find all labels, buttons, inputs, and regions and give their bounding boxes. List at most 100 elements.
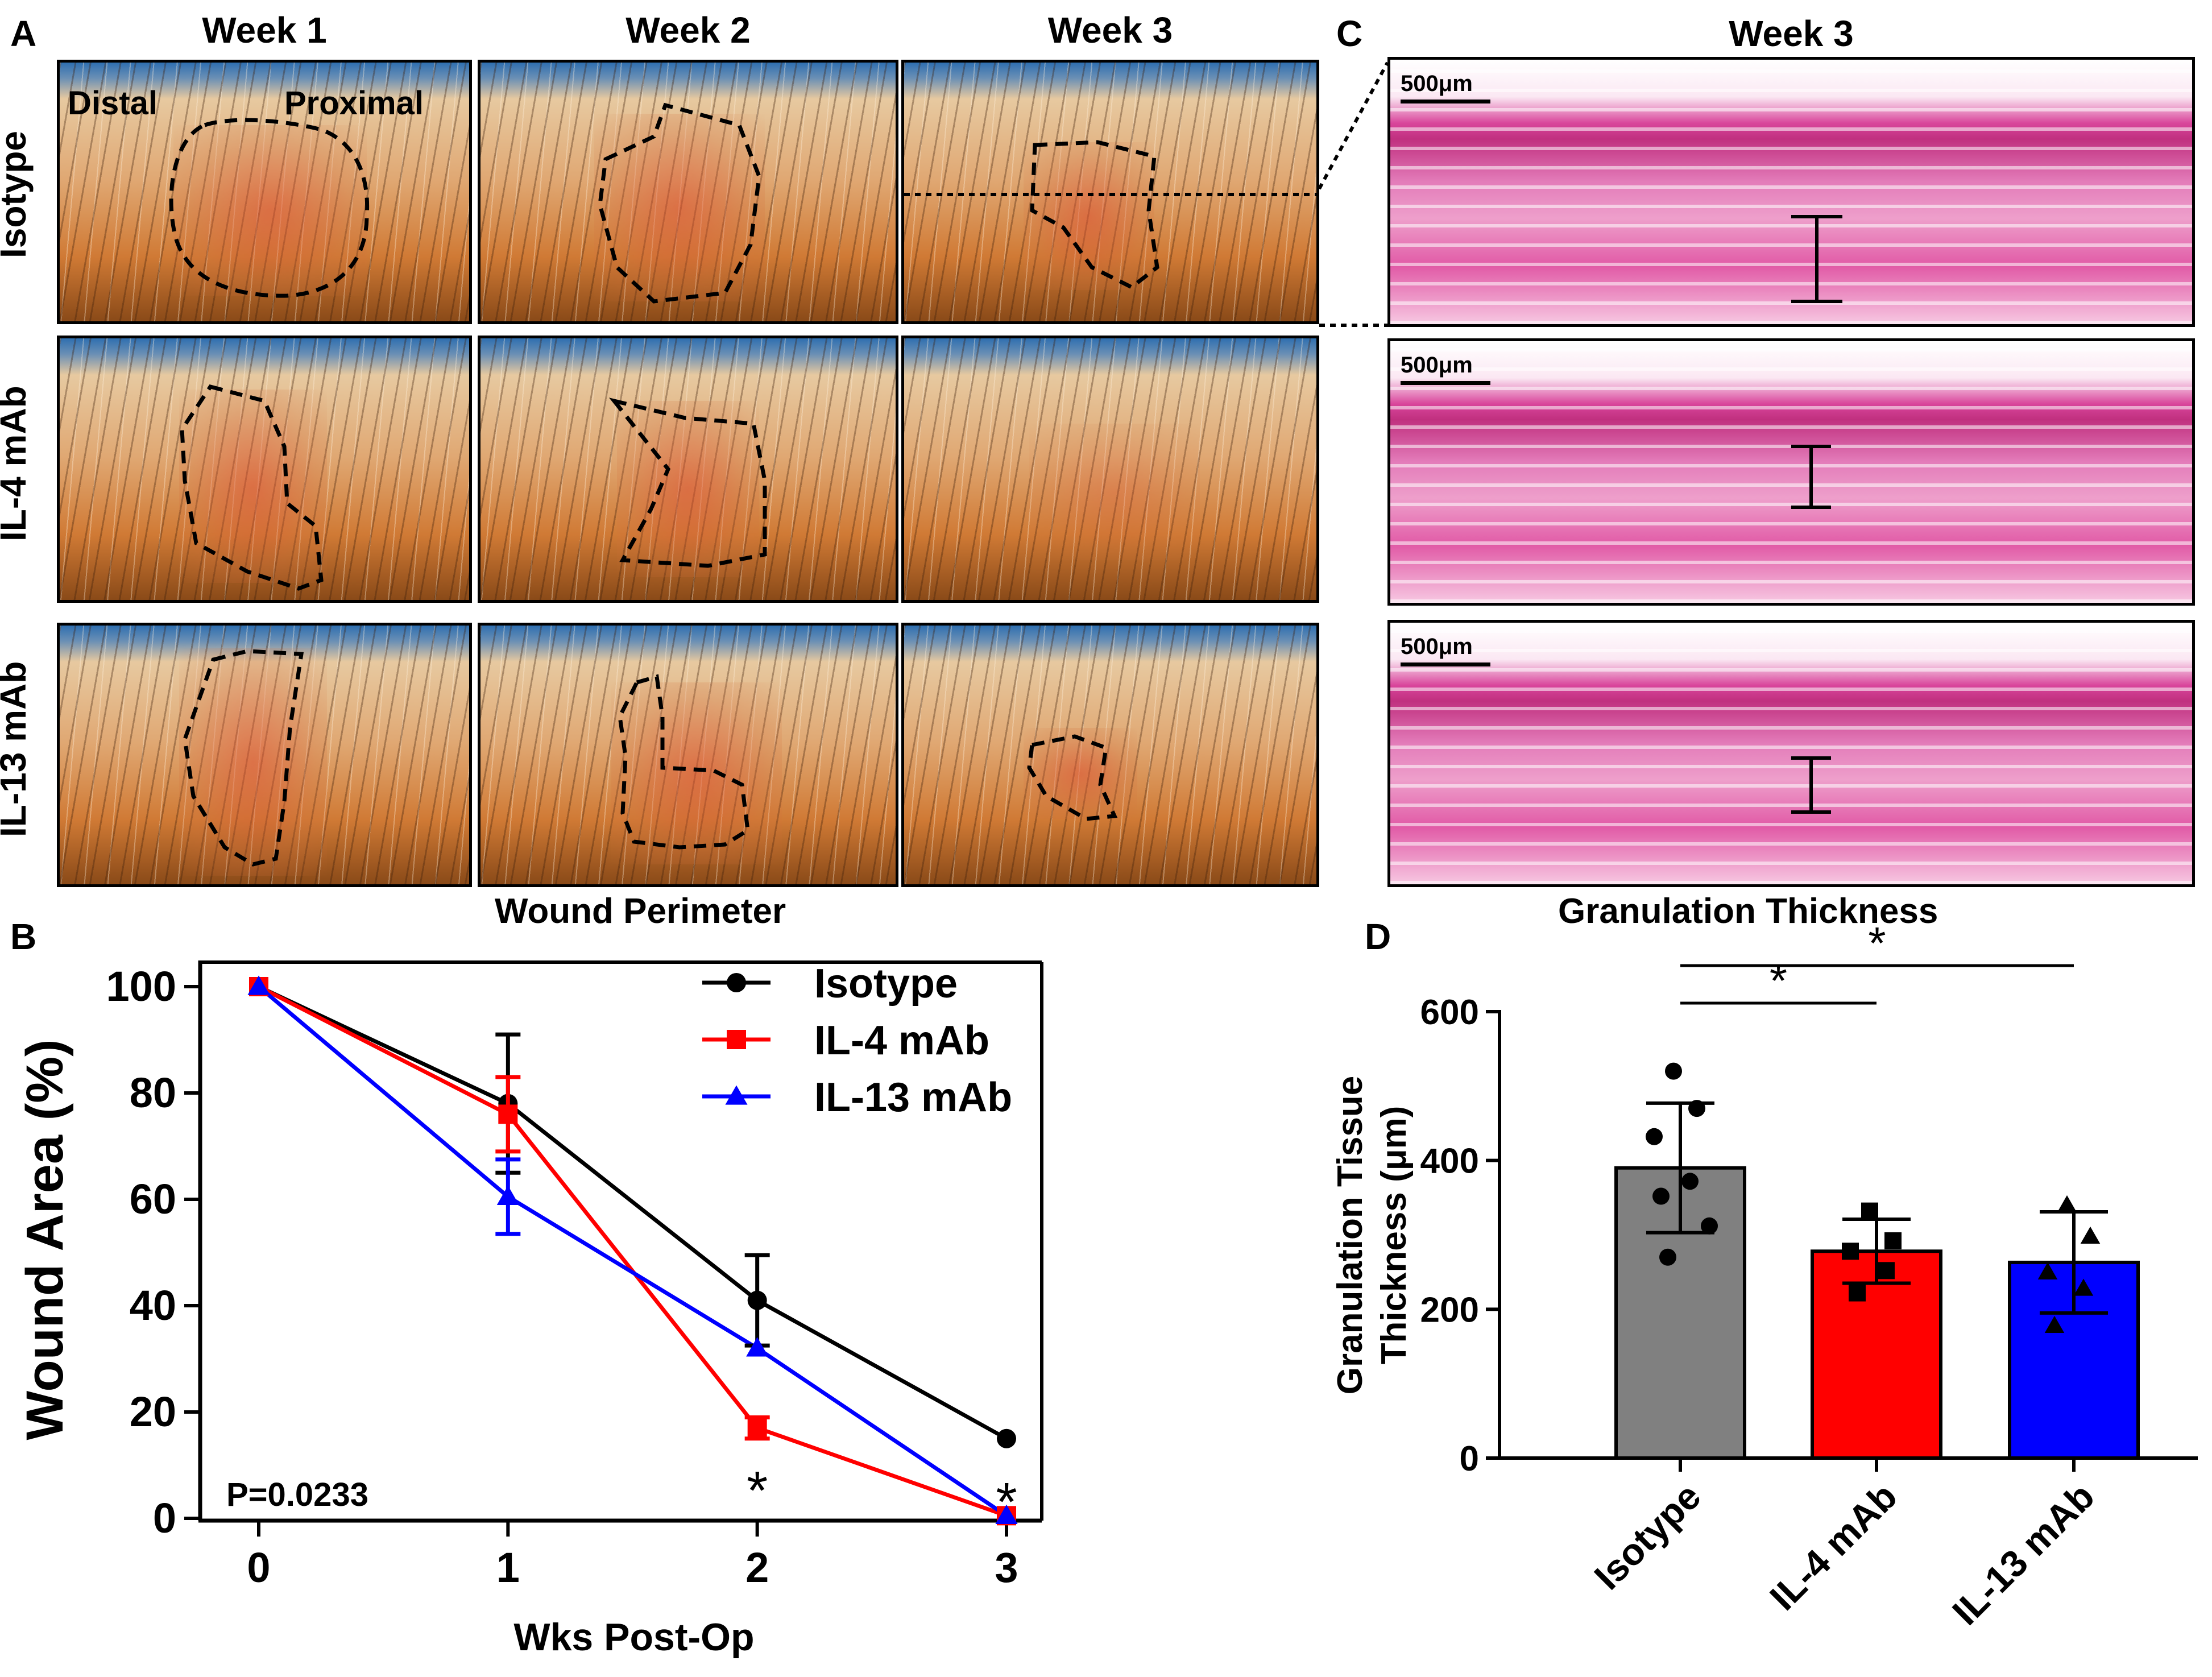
- legend-marker: [727, 1030, 746, 1049]
- individual-point: [1646, 1128, 1663, 1145]
- thickness-marker: [1809, 756, 1813, 813]
- panel-label-c: C: [1336, 13, 1363, 54]
- x-tick-label: 3: [995, 1544, 1018, 1591]
- y-tick-label: 80: [130, 1069, 176, 1116]
- legend-marker: [725, 1085, 748, 1105]
- x-tick-label: IL-13 mAb: [1944, 1475, 2102, 1633]
- column-title-week-2: Week 2: [626, 10, 751, 51]
- individual-point: [1681, 1173, 1699, 1190]
- significance-star: *: [747, 1460, 768, 1521]
- x-tick-label: 1: [496, 1544, 520, 1591]
- thickness-marker-bottom: [1791, 506, 1831, 509]
- wound-outline: [180, 384, 324, 591]
- scale-bar: [1401, 100, 1490, 103]
- thickness-marker-bottom: [1791, 300, 1842, 303]
- histology-isotype: 500μm: [1387, 57, 2195, 327]
- data-point: [496, 1185, 519, 1205]
- y-tick-label: 40: [130, 1282, 176, 1329]
- y-tick-label: 200: [1420, 1290, 1479, 1330]
- data-point: [747, 1418, 767, 1438]
- wound-photo-isotype-week1: Distal Proximal: [57, 60, 472, 324]
- individual-point: [1861, 1202, 1878, 1220]
- data-point: [997, 1428, 1016, 1448]
- scale-bar: [1401, 662, 1490, 666]
- y-axis-label: Granulation Tissue: [1331, 1076, 1370, 1394]
- significance-star: *: [1868, 918, 1886, 968]
- legend-label: IL-4 mAb: [814, 1018, 989, 1063]
- wound-outline: [183, 649, 304, 867]
- scale-bar-label: 500μm: [1401, 71, 1473, 96]
- panel-label-b: B: [10, 916, 37, 957]
- legend-label: IL-13 mAb: [814, 1075, 1012, 1120]
- wound-photo-il13-week3: [901, 623, 1319, 887]
- y-tick-label: 600: [1420, 993, 1479, 1032]
- y-tick-label: 20: [130, 1388, 176, 1435]
- wound-perimeter-caption: Wound Perimeter: [495, 892, 786, 931]
- legend-label: Isotype: [814, 961, 958, 1007]
- bar-chart-granulation-thickness: 0 200 400 600 Isotype IL-4 mAb IL-13 mAb * * Gr…: [1331, 918, 2198, 1633]
- individual-point: [1665, 1062, 1682, 1080]
- individual-point: [2080, 1226, 2101, 1244]
- individual-point: [2073, 1278, 2094, 1296]
- histology-il4: 500μm: [1387, 338, 2195, 606]
- individual-point: [2037, 1262, 2058, 1280]
- wound-outline: [169, 118, 370, 298]
- column-title-week-1: Week 1: [202, 10, 327, 51]
- orientation-distal: Distal: [68, 85, 158, 122]
- wound-outline: [608, 397, 767, 568]
- x-axis-label: Wks Post-Op: [513, 1616, 754, 1659]
- column-title-week-3: Week 3: [1047, 10, 1173, 51]
- y-tick-label: 0: [153, 1494, 176, 1542]
- scale-bar: [1401, 381, 1490, 385]
- individual-point: [1659, 1248, 1676, 1266]
- y-tick-label: 0: [1460, 1439, 1479, 1479]
- wound-photo-isotype-week2: [478, 60, 898, 324]
- panel-label-a: A: [10, 13, 37, 54]
- wound-photo-il4-week1: [57, 336, 472, 603]
- row-label-isotype: Isotype: [0, 130, 34, 259]
- wound-outline: [904, 140, 1316, 290]
- histology-il13: 500μm: [1387, 620, 2195, 887]
- y-tick-label: 400: [1420, 1142, 1479, 1181]
- individual-point: [1652, 1187, 1670, 1205]
- orientation-proximal: Proximal: [284, 85, 424, 122]
- panel-label-d: D: [1365, 916, 1391, 957]
- series-line: [258, 984, 1008, 1440]
- wound-photo-il4-week2: [478, 336, 898, 603]
- line-chart-wound-area: 0 20 40 60 80 100 0 1 2 3 Isotype IL-4 mAb IL-13 mA…: [16, 960, 1043, 1659]
- data-point: [498, 1104, 518, 1124]
- granulation-thickness-caption: Granulation Thickness: [1558, 892, 1938, 931]
- wound-photo-il4-week3: [901, 336, 1319, 603]
- scale-bar-label: 500μm: [1401, 353, 1473, 378]
- y-tick-label: 100: [106, 963, 176, 1010]
- scale-bar-label: 500μm: [1401, 634, 1473, 659]
- x-tick-label: 2: [745, 1544, 769, 1591]
- individual-point: [2057, 1195, 2077, 1213]
- y-axis-label: Wound Area (%): [16, 1039, 74, 1440]
- data-point: [995, 1504, 1018, 1524]
- individual-point: [1842, 1243, 1859, 1260]
- wound-photo-il13-week2: [478, 623, 898, 887]
- significance-star: *: [996, 1472, 1017, 1533]
- series-line: [258, 984, 1008, 1518]
- x-tick-label: 0: [247, 1544, 270, 1591]
- data-point: [747, 1290, 767, 1310]
- thickness-marker: [1815, 215, 1819, 303]
- wound-photo-isotype-week3: [901, 60, 1319, 324]
- individual-point: [1884, 1232, 1902, 1249]
- individual-point: [2044, 1315, 2065, 1334]
- zoom-guide-lines: [1319, 61, 1389, 327]
- thickness-marker: [1809, 445, 1813, 508]
- bar: [1811, 1249, 1942, 1460]
- significance-star: *: [1770, 955, 1787, 1006]
- series-line: [257, 985, 1008, 1518]
- thickness-marker-bottom: [1791, 810, 1831, 814]
- data-point: [247, 975, 270, 995]
- individual-point: [1849, 1284, 1866, 1302]
- p-value-annotation: P=0.0233: [226, 1476, 368, 1513]
- row-label-il13-mab: IL-13 mAb: [0, 661, 34, 837]
- data-point: [746, 1337, 769, 1357]
- legend-marker: [727, 973, 746, 992]
- individual-point: [1878, 1262, 1895, 1280]
- wound-outline: [618, 674, 750, 850]
